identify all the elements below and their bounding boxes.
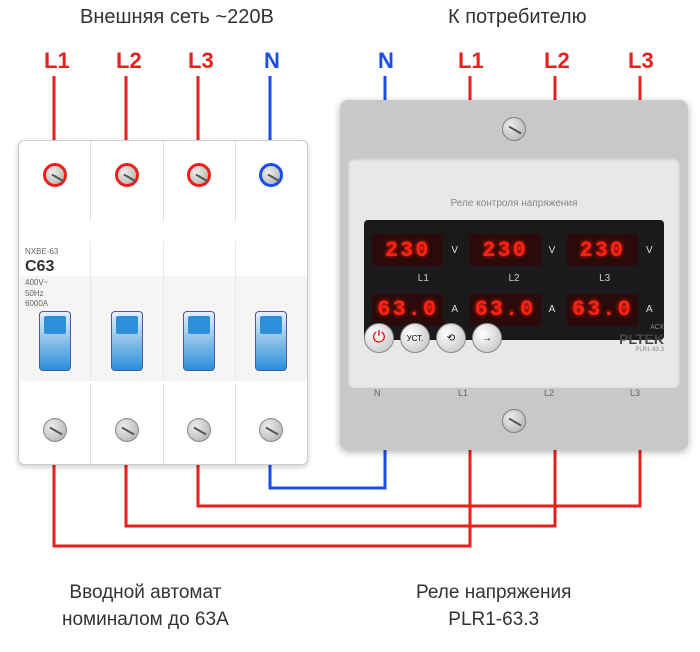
relay-bot-lbl-L2: L2 [544, 388, 554, 398]
breaker-top-screw-L2 [115, 163, 139, 187]
breaker-specs: 400V~ 50Hz 6000A [25, 278, 58, 309]
breaker-top-screw-L1 [43, 163, 67, 187]
breaker-body: NXBE-63 C63 400V~ 50Hz 6000A [19, 241, 307, 381]
label-external-net: Внешняя сеть ~220В [80, 6, 274, 29]
relay-bot-lbl-N: N [374, 388, 381, 398]
wiring-diagram: Внешняя сеть ~220В К потребителю L1 L2 L… [0, 0, 700, 652]
voltage-L2: 230 [469, 234, 540, 266]
breaker-bot-screw-2 [115, 418, 139, 442]
relay-model: PLR1-63.3 [619, 347, 664, 353]
breaker-model: C63 [25, 257, 58, 278]
breaker-switch-2[interactable] [111, 311, 143, 371]
relay-bot-lbl-L1: L1 [458, 388, 468, 398]
power-button[interactable]: ⏻ [364, 323, 394, 353]
relay-title: Реле контроля напряжения [451, 198, 578, 209]
breaker-label-zone: NXBE-63 C63 400V~ 50Hz 6000A [25, 247, 58, 309]
breaker-switch-1[interactable] [39, 311, 71, 371]
btn-next[interactable]: → [472, 323, 502, 353]
breaker-bot-screw-1 [43, 418, 67, 442]
label-breaker-desc: Вводной автомат номиналом до 63А [62, 580, 229, 633]
relay-top-terminals [340, 104, 688, 154]
relay-buttons: ⏻ УСТ. ⟲ → АСХ PLTEK PLR1-63.3 [364, 318, 664, 358]
voltage-relay: Реле контроля напряжения 230V 230V 230V … [340, 100, 688, 450]
voltage-L1: 230 [372, 234, 443, 266]
voltage-row: 230V 230V 230V [372, 228, 656, 273]
breaker-phase-L1: L1 [44, 48, 70, 74]
display-labels: L1 L2 L3 [372, 273, 656, 288]
breaker-bot-screw-3 [187, 418, 211, 442]
breaker-brand: NXBE-63 [25, 247, 58, 257]
breaker-phase-N: N [264, 48, 280, 74]
relay-bot-lbl-L3: L3 [630, 388, 640, 398]
breaker-top-terminals [19, 141, 307, 221]
relay-phase-L3: L3 [628, 48, 654, 74]
relay-phase-L1: L1 [458, 48, 484, 74]
relay-bot-screw-L3 [502, 409, 526, 433]
relay-top-screw-L3 [502, 117, 526, 141]
btn-legend: АСХ [619, 324, 664, 331]
label-consumer: К потребителю [448, 6, 587, 29]
relay-faceplate: Реле контроля напряжения 230V 230V 230V … [348, 158, 680, 388]
breaker-switch-3[interactable] [183, 311, 215, 371]
circuit-breaker: NXBE-63 C63 400V~ 50Hz 6000A [18, 140, 308, 465]
set-button[interactable]: УСТ. [400, 323, 430, 353]
breaker-phase-L2: L2 [116, 48, 142, 74]
relay-brand: PLTEK [619, 331, 664, 347]
relay-phase-L2: L2 [544, 48, 570, 74]
voltage-L3: 230 [567, 234, 638, 266]
btn-cycle[interactable]: ⟲ [436, 323, 466, 353]
breaker-bot-screw-4 [259, 418, 283, 442]
breaker-top-screw-L3 [187, 163, 211, 187]
relay-phase-N: N [378, 48, 394, 74]
breaker-bottom-terminals [19, 384, 307, 464]
breaker-switch-4[interactable] [255, 311, 287, 371]
relay-bottom-terminals [340, 396, 688, 446]
label-relay-desc: Реле напряжения PLR1-63.3 [416, 580, 571, 633]
breaker-phase-L3: L3 [188, 48, 214, 74]
breaker-top-screw-N [259, 163, 283, 187]
